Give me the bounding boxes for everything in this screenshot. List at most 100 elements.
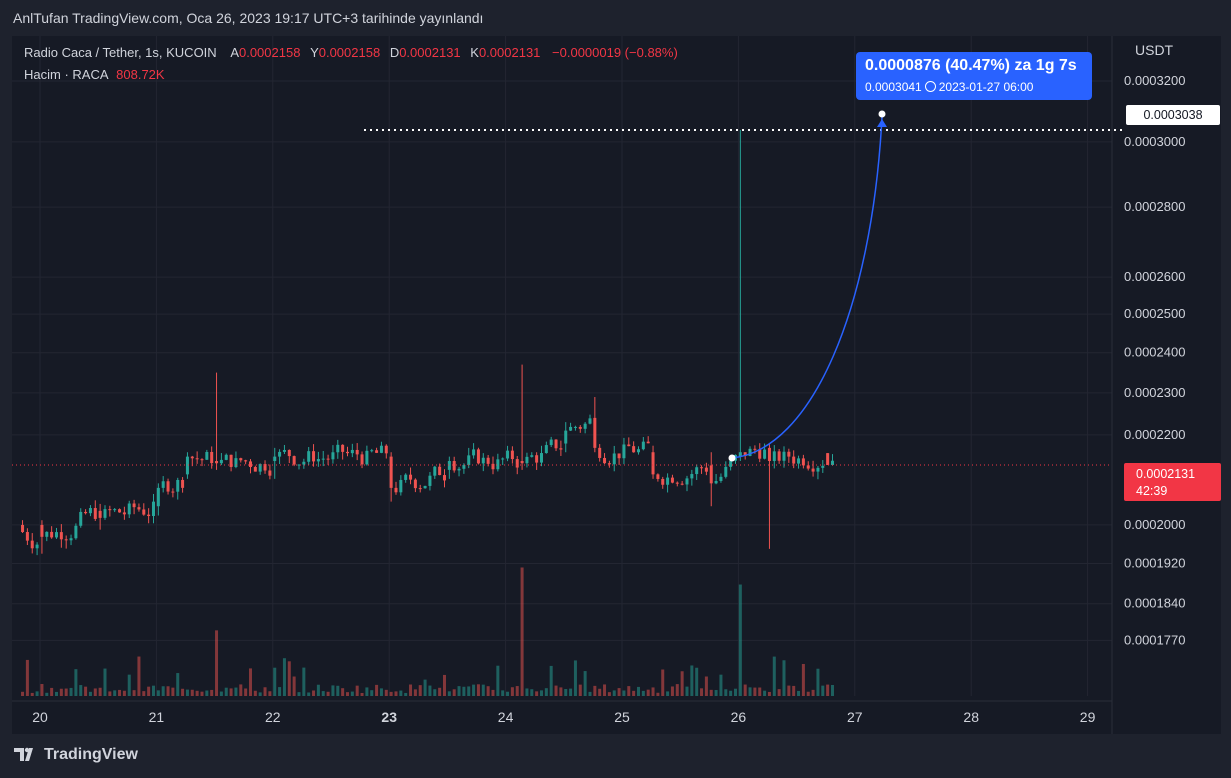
candle-body <box>224 454 228 460</box>
chart-panel[interactable]: 20 21 22 23 24 25 26 27 28 29 0.0003200 0.0003000 0.… <box>12 36 1221 734</box>
candle-body <box>205 451 209 460</box>
y-tick-label: 0.0002800 <box>1124 199 1185 214</box>
volume-bar <box>345 692 349 696</box>
candle-body <box>486 457 490 464</box>
candle-body <box>336 444 340 453</box>
candle-body <box>462 465 466 469</box>
volume-bar <box>544 688 548 696</box>
candle-body <box>476 449 480 464</box>
chart-canvas[interactable]: 20 21 22 23 24 25 26 27 28 29 0.0003200 0.0003000 0.… <box>12 36 1221 734</box>
x-tick-label: 27 <box>847 709 863 725</box>
candle-body <box>467 455 471 466</box>
candle-body <box>312 451 316 462</box>
volume-bar <box>394 691 398 696</box>
volume-label[interactable]: Hacim · RACA <box>24 67 109 82</box>
candle-body <box>181 479 185 488</box>
candle-body <box>69 538 73 541</box>
volume-bar <box>797 690 801 696</box>
candle-body <box>350 449 354 454</box>
candle-body <box>651 452 655 475</box>
candle-body <box>122 512 126 515</box>
measure-tooltip[interactable]: 0.0000876 (40.47%) za 1g 7s 0.0003041 202… <box>856 52 1092 100</box>
volume-bar <box>108 691 112 696</box>
candle-body <box>413 479 417 489</box>
candle-body <box>118 509 122 513</box>
volume-bar <box>287 661 291 696</box>
candle-body <box>442 475 446 481</box>
candle-body <box>355 449 359 455</box>
volume-bar <box>588 691 592 696</box>
volume-bar <box>375 684 379 696</box>
close-value: 0.0002131 <box>478 45 541 60</box>
close-label: K <box>470 45 479 60</box>
candle-body <box>782 451 786 461</box>
volume-bar <box>641 690 645 696</box>
volume-bar <box>326 691 330 696</box>
volume-bar <box>171 687 175 696</box>
volume-bar <box>74 669 78 696</box>
y-tick-label: 0.0003000 <box>1124 134 1185 149</box>
candle-body <box>573 426 577 428</box>
candle-body <box>64 539 68 541</box>
candle-body <box>156 487 160 507</box>
volume-bar <box>263 687 267 696</box>
symbol-title[interactable]: Radio Caca / Tether, 1s, KUCOIN <box>24 45 217 60</box>
y-tick-label: 0.0001770 <box>1124 632 1185 647</box>
currency-label[interactable]: USDT <box>1135 42 1174 58</box>
volume-bar <box>651 687 655 696</box>
candle-body <box>641 441 645 450</box>
tradingview-brand[interactable]: TradingView <box>14 746 138 767</box>
volume-bar <box>452 689 456 696</box>
candle-body <box>583 423 587 429</box>
x-tick-label: 25 <box>614 709 630 725</box>
volume-bar <box>166 686 170 696</box>
candle-body <box>409 474 413 480</box>
volume-bar <box>738 584 742 696</box>
candle-body <box>578 426 582 429</box>
x-tick-label: 22 <box>265 709 281 725</box>
current-price-label: 0.0002131 42:39 <box>1124 463 1221 501</box>
candle-body <box>394 487 398 493</box>
volume-bar <box>30 692 34 696</box>
volume-bar <box>767 691 771 696</box>
candle-body <box>588 418 592 424</box>
candle-body <box>176 479 180 492</box>
candle-body <box>743 452 747 456</box>
candle-body <box>59 532 63 540</box>
volume-bar <box>64 688 68 696</box>
candle-body <box>316 459 320 462</box>
candle-body <box>569 426 573 431</box>
candle-body <box>767 447 771 462</box>
candle-body <box>113 509 117 511</box>
x-tick-label: 20 <box>32 709 48 725</box>
volume-bar <box>700 688 704 696</box>
volume-bar <box>636 686 640 696</box>
volume-bar <box>472 684 476 696</box>
candle-body <box>423 485 427 489</box>
candle-body <box>229 454 233 468</box>
volume-bar <box>200 691 204 696</box>
volume-bar <box>103 668 107 696</box>
volume-bar <box>806 691 810 696</box>
volume-bar <box>389 691 393 696</box>
volume-bar <box>442 674 446 696</box>
volume-bar <box>268 691 272 696</box>
volume-bar <box>316 684 320 696</box>
candle-body <box>307 451 311 462</box>
candle-body <box>54 532 58 538</box>
volume-bar <box>447 691 451 696</box>
candle-body <box>816 467 820 472</box>
volume-bar <box>685 686 689 696</box>
candle-body <box>792 456 796 464</box>
candle-body <box>520 461 524 464</box>
volume-bar <box>25 659 29 696</box>
volume-bar <box>714 690 718 696</box>
volume-bar <box>525 688 529 696</box>
y-tick-label: 0.0002200 <box>1124 427 1185 442</box>
candle-body <box>278 451 282 457</box>
volume-bar <box>93 688 97 696</box>
volume-bar <box>627 686 631 696</box>
candle-body <box>268 470 272 476</box>
volume-bar <box>399 690 403 696</box>
volume-bar <box>195 690 199 696</box>
